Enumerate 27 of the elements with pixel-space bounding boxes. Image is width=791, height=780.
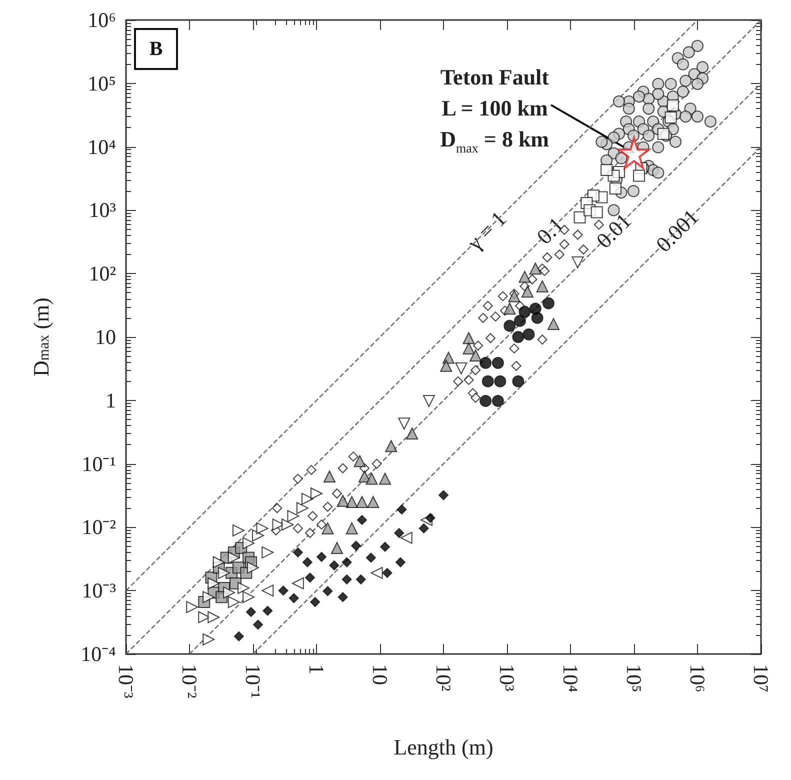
y-tick-label: 10⁻³ [82, 578, 116, 603]
text: γ = 1 [461, 206, 512, 256]
y-tick-label: 10⁻⁴ [80, 642, 116, 666]
x-tick-label: 10⁻¹ [241, 664, 265, 698]
text: 0.01 [591, 208, 636, 253]
x-tick-label: 10⁶ [686, 664, 710, 692]
x-tick-label: 10⁻² [178, 664, 202, 698]
text: 0.1 [532, 212, 569, 250]
x-tick-label: 10⁷ [749, 664, 773, 692]
y-tick-label: 10⁻² [82, 515, 116, 540]
x-tick-label: 10⁵ [622, 664, 646, 692]
x-tick-label: 1 [304, 664, 328, 674]
x-axis-title: Length (m) [394, 734, 494, 760]
y-axis-title: Dmax (m) [28, 298, 54, 376]
y-tick-label: 10⁵ [88, 71, 116, 96]
annotation: B [149, 38, 163, 60]
y-tick-label: 10⁴ [88, 134, 116, 159]
x-tick-label: 10⁴ [558, 664, 582, 692]
y-tick-label: 1 [106, 388, 116, 412]
x-tick-label: 10² [432, 664, 456, 692]
y-tick-label: 10⁶ [88, 8, 116, 32]
x-tick-label: 10³ [495, 664, 519, 692]
y-tick-label: 10³ [88, 198, 116, 222]
y-tick-label: 10² [88, 262, 116, 286]
x-tick-label: 10 [368, 664, 392, 685]
y-tick-label: 10 [95, 325, 116, 349]
y-tick-label: 10⁻¹ [82, 452, 116, 476]
